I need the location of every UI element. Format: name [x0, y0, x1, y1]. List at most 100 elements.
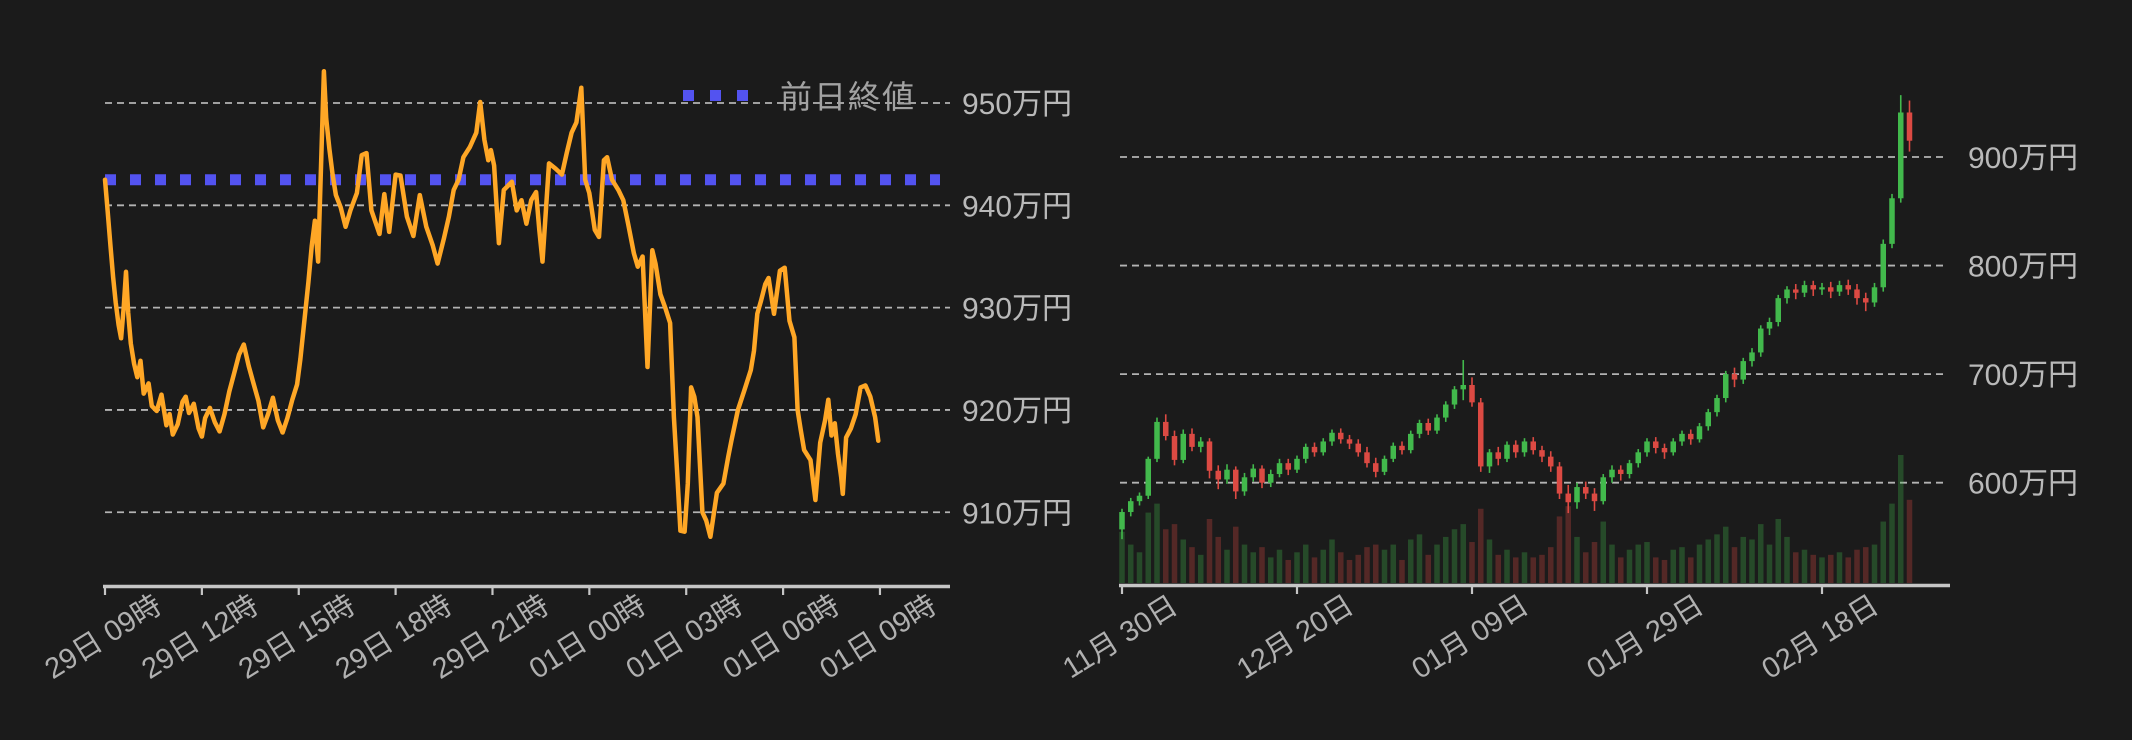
candle-body: [1889, 198, 1895, 244]
candle-body: [1871, 287, 1878, 303]
candle-body: [1863, 298, 1869, 303]
candle-body: [1171, 436, 1178, 460]
volume-bar: [1626, 549, 1633, 583]
volume-bar: [1294, 552, 1300, 583]
candle-body: [1495, 452, 1501, 459]
candle-body: [1259, 468, 1265, 483]
candle-body: [1338, 432, 1344, 440]
volume-bar: [1460, 524, 1466, 583]
candle-body: [1626, 463, 1633, 475]
volume-bar: [1565, 506, 1571, 583]
candles: [1119, 95, 1913, 540]
candle-body: [1644, 441, 1650, 453]
volume-bar: [1329, 539, 1335, 583]
candle-body: [1346, 439, 1353, 444]
candle-body: [1198, 441, 1204, 447]
volume-bar: [1206, 519, 1213, 583]
candle-body: [1836, 285, 1843, 292]
candle-body: [1451, 389, 1458, 405]
candle-body: [1241, 477, 1248, 492]
x-axis-label: 01月 09日: [1407, 589, 1535, 685]
y-axis-label: 700万円: [1968, 359, 2078, 392]
volume-bar: [1486, 539, 1493, 583]
volume-bar: [1644, 542, 1650, 583]
candle-body: [1766, 322, 1773, 329]
volume-bar: [1408, 539, 1414, 583]
candle-body: [1635, 452, 1641, 464]
volume-bar: [1513, 557, 1519, 583]
candle-body: [1731, 374, 1738, 380]
y-axis-label: 930万円: [962, 293, 1072, 326]
volume-bar: [1871, 544, 1878, 583]
volume-bar: [1268, 557, 1274, 583]
candle-body: [1600, 477, 1606, 502]
volume-bar: [1723, 526, 1729, 583]
volume-bar: [1215, 536, 1221, 583]
volume-bar: [1443, 536, 1449, 583]
price-line: [102, 69, 881, 540]
volume-bar: [1609, 544, 1615, 583]
volume-bar: [1495, 554, 1501, 583]
volume-bar: [1373, 544, 1379, 583]
legend-dash-icon: [710, 89, 721, 101]
candle-body: [1285, 463, 1291, 470]
candle-body: [1268, 474, 1274, 483]
candle-body: [1548, 456, 1554, 467]
volume-bar: [1521, 552, 1528, 583]
candle-body: [1154, 421, 1160, 459]
volume-bar: [1583, 552, 1589, 583]
volume-bar: [1128, 544, 1134, 583]
volume-bar: [1303, 544, 1309, 583]
volume-bar: [1145, 512, 1151, 583]
volume-bar: [1801, 549, 1808, 583]
volume-bar: [1189, 547, 1195, 583]
candle-body: [1819, 287, 1825, 290]
candle-body: [1408, 433, 1414, 451]
volume-bar: [1250, 552, 1256, 583]
candle-body: [1801, 285, 1808, 293]
candle-body: [1696, 426, 1703, 440]
candle-body: [1364, 452, 1370, 464]
volume-bar: [1670, 549, 1676, 583]
candle-body: [1206, 441, 1213, 471]
candle-body: [1276, 463, 1283, 475]
volume-bar: [1556, 516, 1563, 583]
volume-bar: [1390, 544, 1396, 583]
prev-close-legend: 前日終値: [683, 76, 916, 115]
volume-bar: [1416, 534, 1423, 583]
legend-dash-icon: [737, 89, 748, 101]
volume-bar: [1810, 554, 1816, 583]
candle-body: [1880, 243, 1886, 288]
candle-body: [1443, 404, 1449, 418]
candle-body: [1906, 112, 1913, 141]
volume-bar: [1399, 559, 1405, 583]
candle-body: [1416, 422, 1423, 434]
candle-body: [1329, 432, 1335, 442]
volume-bar: [1854, 549, 1860, 583]
candle-body: [1661, 447, 1668, 453]
volume-bar: [1425, 554, 1431, 583]
candle-body: [1469, 384, 1475, 403]
x-axis-label: 11月 30日: [1057, 590, 1183, 685]
volume-bar: [1504, 549, 1510, 583]
volume-bar: [1696, 544, 1703, 583]
volume-bar: [1434, 544, 1440, 583]
volume-bars: [1119, 455, 1913, 583]
daily-candlestick-chart[interactable]: 900万円 800万円 700万円 600万円 11月 30日 12月 20日 01月 09…: [1057, 95, 2078, 686]
volume-bar: [1276, 549, 1283, 583]
y-axis-label: 600万円: [1968, 468, 2078, 501]
volume-bar: [1233, 526, 1239, 583]
candle-body: [1224, 469, 1230, 480]
candle-body: [1136, 495, 1143, 502]
volume-bar: [1574, 536, 1580, 583]
candle-body: [1793, 289, 1799, 293]
candle-body: [1749, 352, 1755, 362]
volume-bar: [1381, 549, 1388, 583]
volume-bar: [1469, 542, 1475, 583]
candle-body: [1740, 361, 1746, 380]
x-axis-label: 02月 18日: [1757, 589, 1885, 685]
volume-bar: [1259, 547, 1265, 583]
candle-body: [1215, 470, 1221, 480]
